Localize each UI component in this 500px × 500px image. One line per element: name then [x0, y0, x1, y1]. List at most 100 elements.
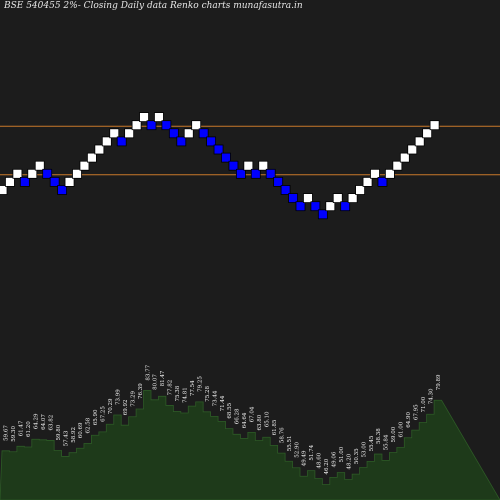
- value-label-51: 55.84: [384, 434, 390, 450]
- renko-brick-15: [109, 128, 120, 139]
- renko-brick-24: [176, 136, 187, 147]
- renko-brick-52: [384, 168, 395, 179]
- value-label-30: 68.55: [227, 402, 233, 418]
- value-area: [0, 390, 500, 500]
- renko-brick-54: [399, 152, 410, 163]
- value-label-48: 53.00: [361, 441, 367, 457]
- renko-brick-51: [377, 176, 388, 187]
- value-label-20: 80.07: [153, 374, 159, 390]
- renko-brick-39: [288, 193, 298, 204]
- value-label-27: 75.28: [205, 386, 211, 402]
- value-label-14: 70.29: [108, 398, 114, 414]
- renko-brick-16: [116, 136, 127, 147]
- value-label-21: 81.47: [160, 370, 166, 386]
- renko-brick-17: [124, 128, 135, 139]
- renko-brick-35: [258, 160, 269, 171]
- renko-brick-30: [221, 152, 231, 163]
- value-label-8: 57.43: [63, 430, 69, 446]
- renko-brick-12: [87, 152, 97, 163]
- value-label-31: 66.28: [235, 408, 241, 424]
- value-label-5: 64.07: [41, 414, 47, 430]
- value-label-49: 55.45: [369, 435, 375, 451]
- value-label-7: 59.80: [56, 424, 62, 440]
- value-label-15: 73.99: [115, 389, 121, 405]
- renko-brick-45: [332, 193, 343, 204]
- value-label-28: 73.44: [212, 390, 218, 406]
- value-label-18: 76.39: [138, 383, 144, 399]
- renko-brick-20: [146, 120, 157, 131]
- value-label-50: 58.38: [376, 428, 382, 444]
- value-label-25: 77.54: [190, 380, 196, 396]
- value-label-12: 65.90: [93, 409, 99, 425]
- value-label-33: 67.04: [250, 406, 256, 422]
- value-label-45: 51.00: [339, 446, 345, 462]
- renko-brick-44: [325, 201, 336, 212]
- renko-brick-42: [310, 201, 321, 212]
- value-label-54: 64.90: [406, 412, 412, 428]
- renko-brick-38: [280, 185, 291, 195]
- value-label-55: 67.95: [413, 404, 419, 420]
- renko-brick-19: [139, 112, 149, 122]
- renko-brick-22: [161, 120, 172, 131]
- value-label-4: 64.29: [34, 413, 40, 429]
- renko-brick-9: [64, 176, 75, 187]
- value-label-24: 74.81: [183, 387, 189, 403]
- renko-brick-13: [94, 144, 105, 155]
- renko-brick-21: [154, 112, 164, 122]
- value-label-23: 75.38: [175, 385, 181, 401]
- value-label-35: 65.10: [264, 411, 270, 427]
- value-label-56: 71.00: [421, 396, 427, 412]
- renko-brick-33: [243, 160, 254, 171]
- renko-brick-10: [72, 168, 82, 179]
- renko-brick-23: [168, 128, 179, 139]
- renko-brick-46: [340, 201, 351, 212]
- renko-brick-56: [414, 136, 425, 147]
- value-label-0: 59.67: [4, 425, 10, 441]
- value-label-13: 67.25: [101, 406, 107, 422]
- renko-brick-49: [362, 176, 373, 187]
- value-label-43: 46.20: [324, 458, 330, 474]
- renko-brick-6: [42, 168, 53, 179]
- chart-title: BSE 540455 2%- Closing Daily data Renko …: [4, 1, 303, 11]
- renko-brick-11: [79, 160, 90, 171]
- value-label-46: 48.20: [346, 453, 352, 469]
- value-label-9: 58.92: [71, 427, 77, 443]
- renko-brick-0: [0, 185, 8, 195]
- renko-brick-32: [235, 168, 246, 179]
- value-label-36: 61.85: [272, 419, 278, 435]
- value-label-16: 69.92: [123, 399, 129, 415]
- value-label-42: 48.60: [317, 452, 323, 468]
- renko-brick-27: [198, 128, 209, 139]
- renko-brick-58: [429, 120, 440, 131]
- renko-brick-2: [12, 168, 23, 179]
- renko-brick-48: [355, 185, 366, 195]
- renko-brick-18: [131, 120, 142, 131]
- renko-brick-47: [347, 193, 358, 204]
- renko-brick-7: [49, 176, 60, 187]
- renko-brick-50: [370, 168, 380, 179]
- renko-brick-43: [317, 209, 328, 220]
- value-label-47: 50.35: [354, 448, 360, 464]
- value-label-52: 59.00: [391, 426, 397, 442]
- value-label-34: 63.80: [257, 414, 263, 430]
- value-label-1: 59.30: [11, 426, 17, 442]
- value-label-3: 61.20: [26, 421, 32, 437]
- value-label-2: 61.47: [19, 420, 25, 436]
- renko-brick-26: [191, 120, 202, 131]
- value-label-11: 62.58: [86, 417, 92, 433]
- value-label-40: 49.49: [302, 450, 308, 466]
- value-label-6: 63.82: [48, 415, 54, 431]
- renko-brick-28: [206, 136, 217, 147]
- renko-brick-29: [213, 144, 224, 155]
- value-label-44: 49.06: [332, 451, 338, 467]
- value-label-38: 55.51: [287, 435, 293, 451]
- renko-brick-1: [5, 176, 15, 187]
- value-label-29: 71.44: [220, 395, 226, 411]
- renko-brick-14: [101, 136, 112, 147]
- renko-brick-34: [250, 168, 261, 179]
- renko-brick-4: [27, 168, 38, 179]
- renko-brick-41: [303, 193, 313, 204]
- value-label-22: 77.82: [168, 380, 174, 396]
- value-label-26: 79.25: [197, 376, 203, 392]
